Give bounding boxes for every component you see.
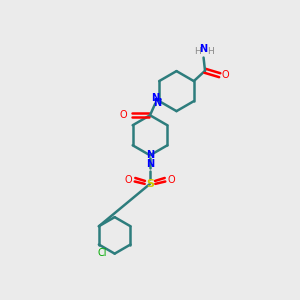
Text: O: O: [167, 175, 175, 185]
Text: O: O: [222, 70, 230, 80]
Text: Cl: Cl: [97, 248, 106, 258]
Text: O: O: [125, 175, 133, 185]
Text: N: N: [146, 150, 154, 160]
Text: H: H: [194, 47, 200, 56]
Text: S: S: [146, 179, 154, 189]
Text: N: N: [146, 159, 154, 169]
Text: N: N: [151, 93, 159, 103]
Text: O: O: [120, 110, 127, 120]
Text: N: N: [200, 44, 208, 54]
Text: N: N: [153, 98, 161, 108]
Text: H: H: [207, 47, 213, 56]
